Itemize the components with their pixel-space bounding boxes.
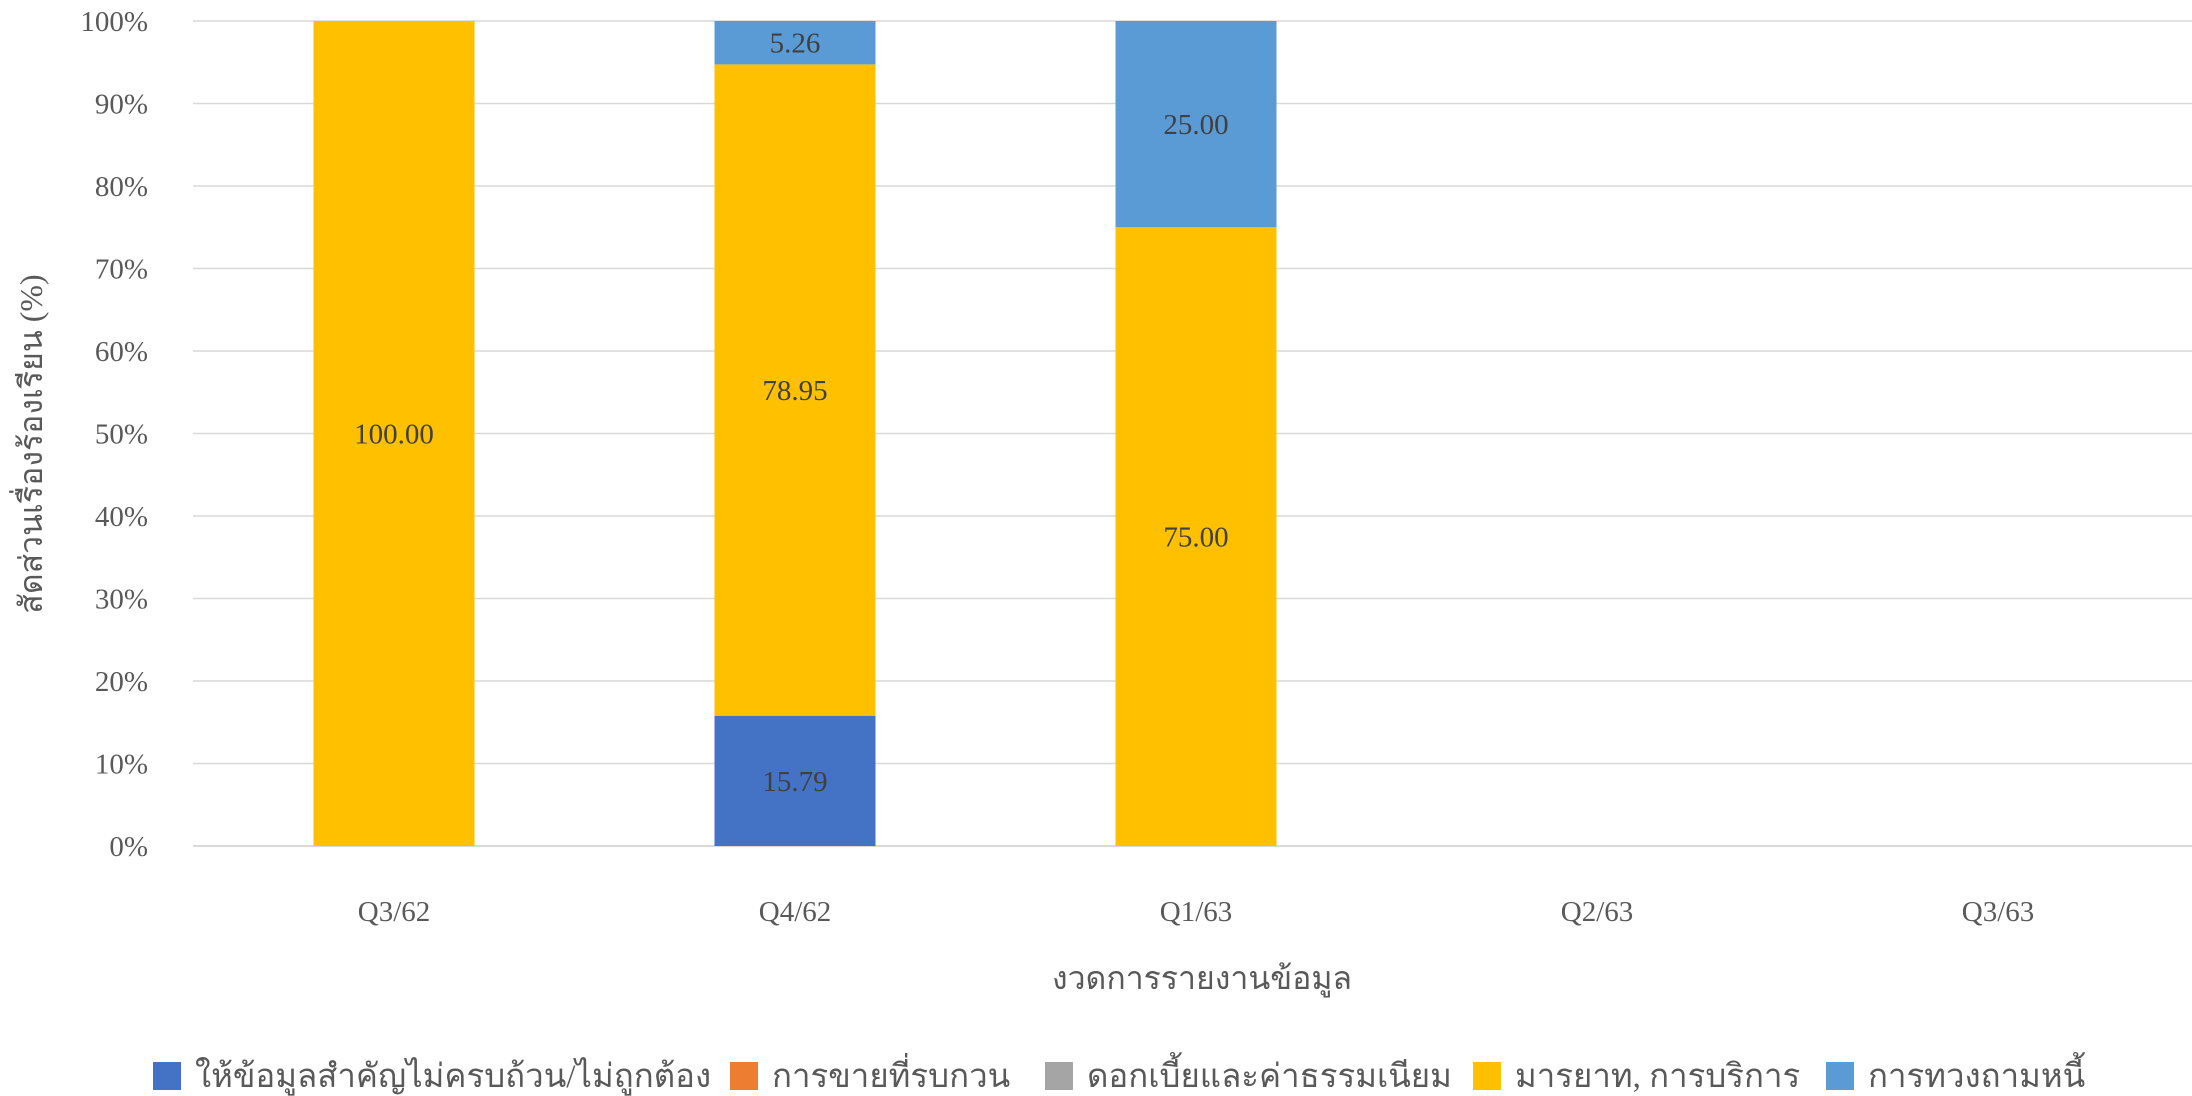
y-tick-label: 10% xyxy=(95,749,148,781)
x-tick-label: Q4/62 xyxy=(759,896,832,928)
x-tick-label: Q1/63 xyxy=(1160,896,1233,928)
legend-label: ให้ข้อมูลสำคัญไม่ครบถ้วน/ไม่ถูกต้อง xyxy=(195,1057,711,1096)
x-tick-label: Q3/63 xyxy=(1962,896,2035,928)
y-tick-label: 30% xyxy=(95,584,148,616)
bar-segment xyxy=(1115,21,1277,228)
data-label: 5.26 xyxy=(770,28,821,60)
bar-segment xyxy=(1115,227,1277,846)
y-tick-label: 70% xyxy=(95,254,148,286)
y-axis-title: สัดส่วนเรื่องร้องเรียน (%) xyxy=(9,274,49,613)
y-tick-label: 100% xyxy=(80,6,148,38)
bar-segment xyxy=(714,64,876,716)
bar-segment xyxy=(313,21,475,846)
legend-swatch xyxy=(1045,1062,1073,1090)
data-labels: 100.00 15.79 78.95 5.26 75.00 25.00 xyxy=(354,28,1229,798)
data-label: 75.00 xyxy=(1163,522,1228,554)
y-tick-label: 0% xyxy=(109,831,148,863)
legend-label: การทวงถามหนี้ xyxy=(1868,1052,2086,1095)
data-label: 78.95 xyxy=(762,375,827,407)
legend-label: การขายที่รบกวน xyxy=(772,1053,1010,1095)
legend-label: ดอกเบี้ยและค่าธรรมเนียม xyxy=(1087,1052,1452,1095)
x-tick-label: Q2/63 xyxy=(1561,896,1634,928)
y-tick-label: 50% xyxy=(95,419,148,451)
legend-swatch xyxy=(730,1062,758,1090)
y-axis-tick-labels: 0% 10% 20% 30% 40% 50% 60% 70% 80% 90% 100% xyxy=(80,6,148,863)
x-tick-label: Q3/62 xyxy=(358,896,431,928)
data-label: 25.00 xyxy=(1163,109,1228,141)
bars xyxy=(313,21,1277,846)
legend-swatch xyxy=(1826,1062,1854,1090)
y-tick-label: 40% xyxy=(95,501,148,533)
y-tick-label: 60% xyxy=(95,336,148,368)
x-axis-title: งวดการรายงานข้อมูล xyxy=(1052,960,1352,998)
data-label: 100.00 xyxy=(354,419,434,451)
y-tick-label: 80% xyxy=(95,171,148,203)
x-axis-tick-labels: Q3/62 Q4/62 Q1/63 Q2/63 Q3/63 xyxy=(358,896,2035,928)
bar-segment xyxy=(714,715,876,846)
data-label: 15.79 xyxy=(762,766,827,798)
legend-label: มารยาท, การบริการ xyxy=(1515,1059,1800,1095)
y-tick-label: 90% xyxy=(95,89,148,121)
y-tick-label: 20% xyxy=(95,666,148,698)
legend-swatch xyxy=(153,1062,181,1090)
legend: ให้ข้อมูลสำคัญไม่ครบถ้วน/ไม่ถูกต้อง การขา… xyxy=(153,1052,2086,1096)
legend-swatch xyxy=(1473,1062,1501,1090)
bar-segment xyxy=(714,21,876,65)
